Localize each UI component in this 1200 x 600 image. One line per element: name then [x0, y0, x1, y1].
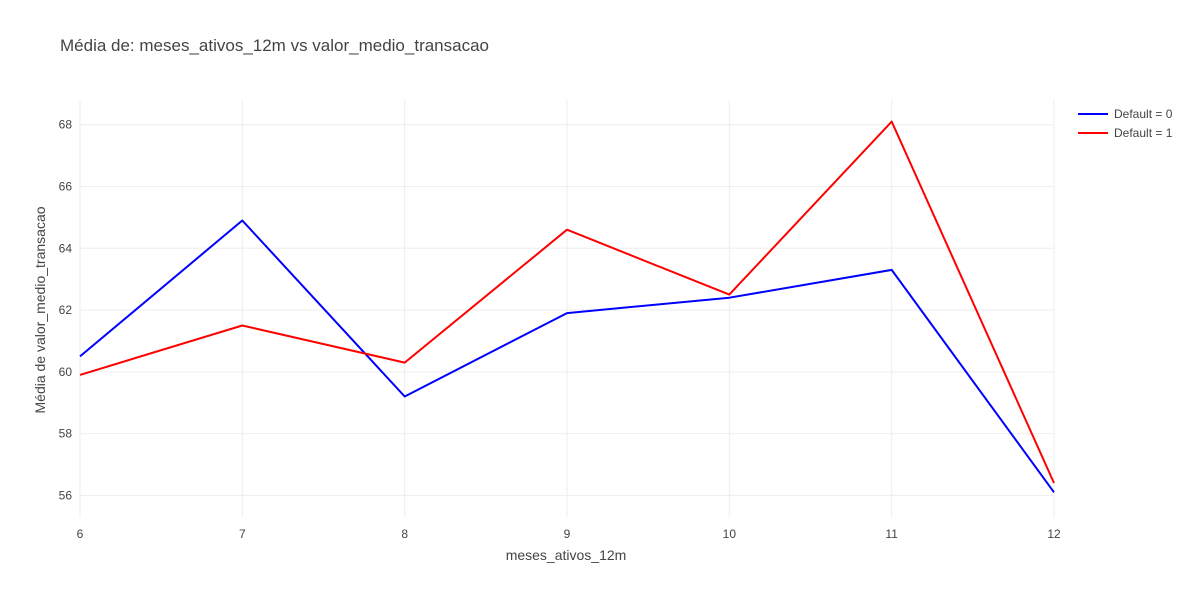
- series-line-0: [79, 219, 1055, 493]
- y-tick-label: 58: [59, 427, 73, 441]
- x-tick-label: 10: [723, 527, 737, 541]
- y-tick-label: 60: [59, 365, 73, 379]
- legend-item-1[interactable]: Default = 1: [1078, 126, 1173, 140]
- x-tick-label: 9: [564, 527, 571, 541]
- y-tick-label: 62: [59, 303, 73, 317]
- x-tick-label: 11: [885, 527, 898, 541]
- y-axis-ticks: 56 58 60 62 64 66 68: [59, 118, 73, 503]
- y-tick-label: 64: [59, 241, 73, 255]
- legend-item-0[interactable]: Default = 0: [1078, 107, 1173, 121]
- x-tick-label: 12: [1047, 527, 1061, 541]
- x-axis-ticks: 6 7 8 9 10 11 12: [77, 527, 1061, 541]
- y-axis-title: Média de valor_medio_transacao: [32, 206, 48, 413]
- series-lines: [79, 120, 1055, 493]
- y-tick-label: 56: [59, 488, 73, 502]
- series-line-1: [79, 120, 1055, 484]
- x-gridlines: [79, 100, 1055, 517]
- x-tick-label: 7: [239, 527, 246, 541]
- legend-label: Default = 0: [1114, 107, 1173, 121]
- chart-title: Média de: meses_ativos_12m vs valor_medi…: [60, 36, 489, 55]
- legend-label: Default = 1: [1114, 126, 1173, 140]
- legend[interactable]: Default = 0 Default = 1: [1078, 107, 1173, 140]
- x-axis-title: meses_ativos_12m: [506, 547, 627, 563]
- x-tick-label: 8: [401, 527, 408, 541]
- y-tick-label: 66: [59, 179, 73, 193]
- y-tick-label: 68: [59, 118, 73, 132]
- x-tick-label: 6: [77, 527, 84, 541]
